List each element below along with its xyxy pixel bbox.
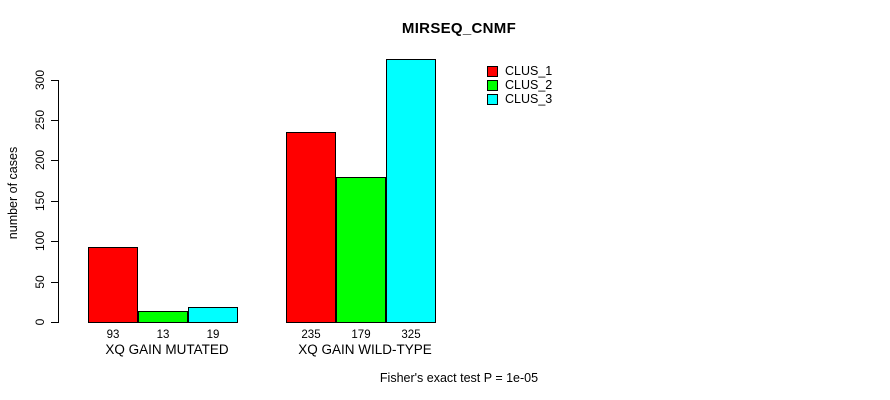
y-axis-label: number of cases bbox=[6, 146, 20, 240]
legend-swatch-clus_1 bbox=[487, 65, 498, 77]
annotation-text: Fisher's exact test P = 1e-05 bbox=[379, 371, 539, 385]
legend-item-clus_1: CLUS_1 bbox=[487, 65, 552, 77]
legend-label: CLUS_2 bbox=[505, 78, 553, 92]
y-axis-tick-label: 200 bbox=[33, 149, 47, 171]
y-axis-line bbox=[58, 80, 59, 323]
y-axis-tick bbox=[51, 201, 58, 202]
bar-clus_2-group2 bbox=[336, 177, 386, 323]
legend-swatch-clus_3 bbox=[487, 93, 498, 105]
bar-value-label: 19 bbox=[206, 329, 220, 341]
bar-clus_3-group1 bbox=[188, 307, 238, 323]
y-axis-tick-label: 250 bbox=[33, 109, 47, 131]
y-axis-tick-label: 150 bbox=[33, 190, 47, 212]
y-axis-tick-label: 100 bbox=[33, 230, 47, 252]
bar-value-label: 13 bbox=[156, 329, 170, 341]
x-group-label: XQ GAIN MUTATED bbox=[105, 342, 229, 357]
bar-clus_1-group1 bbox=[88, 247, 138, 323]
y-axis-tick bbox=[51, 241, 58, 242]
legend-item-clus_2: CLUS_2 bbox=[487, 79, 552, 91]
y-axis-tick bbox=[51, 120, 58, 121]
chart-title: MIRSEQ_CNMF bbox=[401, 20, 517, 37]
x-group-label: XQ GAIN WILD-TYPE bbox=[298, 342, 432, 357]
y-axis-tick bbox=[51, 282, 58, 283]
bar-clus_1-group2 bbox=[286, 132, 336, 323]
legend-label: CLUS_3 bbox=[505, 92, 553, 106]
bar-value-label: 235 bbox=[301, 329, 321, 341]
bar-clus_2-group1 bbox=[138, 311, 188, 323]
legend-item-clus_3: CLUS_3 bbox=[487, 93, 552, 105]
bar-value-label: 93 bbox=[106, 329, 120, 341]
y-axis-tick-label: 0 bbox=[33, 318, 47, 326]
bar-value-label: 179 bbox=[351, 329, 371, 341]
bar-value-label: 325 bbox=[401, 329, 421, 341]
y-axis-tick bbox=[51, 322, 58, 323]
legend-label: CLUS_1 bbox=[505, 64, 553, 78]
legend: CLUS_1 CLUS_2 CLUS_3 bbox=[487, 65, 552, 105]
y-axis-tick-label: 50 bbox=[33, 275, 47, 289]
y-axis-tick-label: 300 bbox=[33, 69, 47, 91]
bar-clus_3-group2 bbox=[386, 59, 436, 323]
y-axis-tick bbox=[51, 160, 58, 161]
legend-swatch-clus_2 bbox=[487, 79, 498, 91]
y-axis-tick bbox=[51, 80, 58, 81]
